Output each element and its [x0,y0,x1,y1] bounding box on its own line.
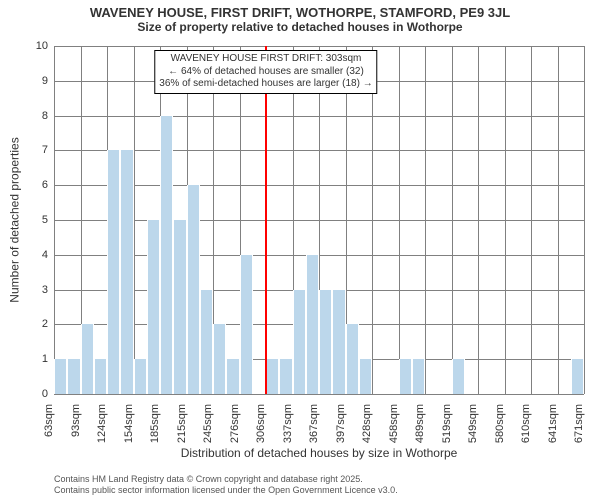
histogram-bar [134,359,147,394]
x-tick-label: 124sqm [96,404,108,443]
x-tick-label: 185sqm [149,404,161,443]
x-tick-label: 428sqm [361,404,373,443]
y-tick-label: 7 [42,144,54,156]
chart-wrapper: { "chart": { "type": "histogram", "width… [0,0,600,500]
gridline-vertical [478,46,479,394]
y-tick-label: 2 [42,318,54,330]
histogram-bar [279,359,292,394]
histogram-bar [54,359,67,394]
y-tick-label: 0 [42,388,54,400]
histogram-bar [319,290,332,394]
y-tick-label: 6 [42,179,54,191]
histogram-bar [452,359,465,394]
y-tick-label: 3 [42,284,54,296]
gridline-vertical [558,46,559,394]
annotation-line-3: 36% of semi-detached houses are larger (… [159,78,372,91]
histogram-bar [147,220,160,394]
x-tick-label: 610sqm [520,404,532,443]
x-tick-label: 641sqm [547,404,559,443]
histogram-bar [120,150,133,394]
annotation-line-2: ← 64% of detached houses are smaller (32… [159,66,372,79]
y-tick-label: 5 [42,214,54,226]
histogram-bar [571,359,584,394]
histogram-bar [67,359,80,394]
histogram-bar [81,324,94,394]
gridline-vertical [584,46,585,394]
x-tick-label: 397sqm [335,404,347,443]
histogram-bar [359,359,372,394]
chart-subtitle: Size of property relative to detached ho… [0,21,600,35]
histogram-bar [213,324,226,394]
x-tick-label: 63sqm [43,404,55,437]
credit-text: Contains HM Land Registry data © Crown c… [54,474,398,496]
y-axis-label: Number of detached properties [8,137,22,302]
x-tick-label: 367sqm [308,404,320,443]
histogram-bar [173,220,186,394]
x-tick-label: 245sqm [202,404,214,443]
histogram-bar [293,290,306,394]
annotation-line-1: WAVENEY HOUSE FIRST DRIFT: 303sqm [159,53,372,66]
y-tick-label: 8 [42,110,54,122]
y-tick-label: 9 [42,75,54,87]
x-tick-label: 276sqm [229,404,241,443]
gridline-horizontal [54,394,584,395]
histogram-bar [346,324,359,394]
histogram-bar [266,359,279,394]
chart-title: WAVENEY HOUSE, FIRST DRIFT, WOTHORPE, ST… [0,0,600,21]
histogram-bar [399,359,412,394]
gridline-vertical [425,46,426,394]
x-tick-label: 337sqm [282,404,294,443]
x-tick-label: 489sqm [414,404,426,443]
histogram-bar [200,290,213,394]
histogram-bar [226,359,239,394]
histogram-bar [332,290,345,394]
histogram-bar [107,150,120,394]
x-axis-label: Distribution of detached houses by size … [54,446,584,460]
histogram-bar [306,255,319,394]
x-tick-label: 306sqm [255,404,267,443]
gridline-vertical [531,46,532,394]
annotation-box: WAVENEY HOUSE FIRST DRIFT: 303sqm← 64% o… [154,50,377,94]
histogram-bar [412,359,425,394]
x-tick-label: 93sqm [70,404,82,437]
x-tick-label: 458sqm [388,404,400,443]
histogram-bar [187,185,200,394]
gridline-vertical [452,46,453,394]
plot-area: 01234567891063sqm93sqm124sqm154sqm185sqm… [54,46,584,394]
credit-line-1: Contains HM Land Registry data © Crown c… [54,474,363,484]
histogram-bar [94,359,107,394]
x-tick-label: 215sqm [176,404,188,443]
gridline-vertical [505,46,506,394]
x-tick-label: 580sqm [494,404,506,443]
credit-line-2: Contains public sector information licen… [54,485,398,495]
reference-line [265,46,267,394]
x-tick-label: 519sqm [441,404,453,443]
y-tick-label: 10 [36,40,54,52]
y-tick-label: 4 [42,249,54,261]
histogram-bar [240,255,253,394]
y-tick-label: 1 [42,353,54,365]
gridline-vertical [134,46,135,394]
gridline-vertical [399,46,400,394]
gridline-vertical [54,46,55,394]
histogram-bar [160,116,173,394]
x-tick-label: 549sqm [467,404,479,443]
x-tick-label: 671sqm [573,404,585,443]
gridline-vertical [372,46,373,394]
x-tick-label: 154sqm [123,404,135,443]
